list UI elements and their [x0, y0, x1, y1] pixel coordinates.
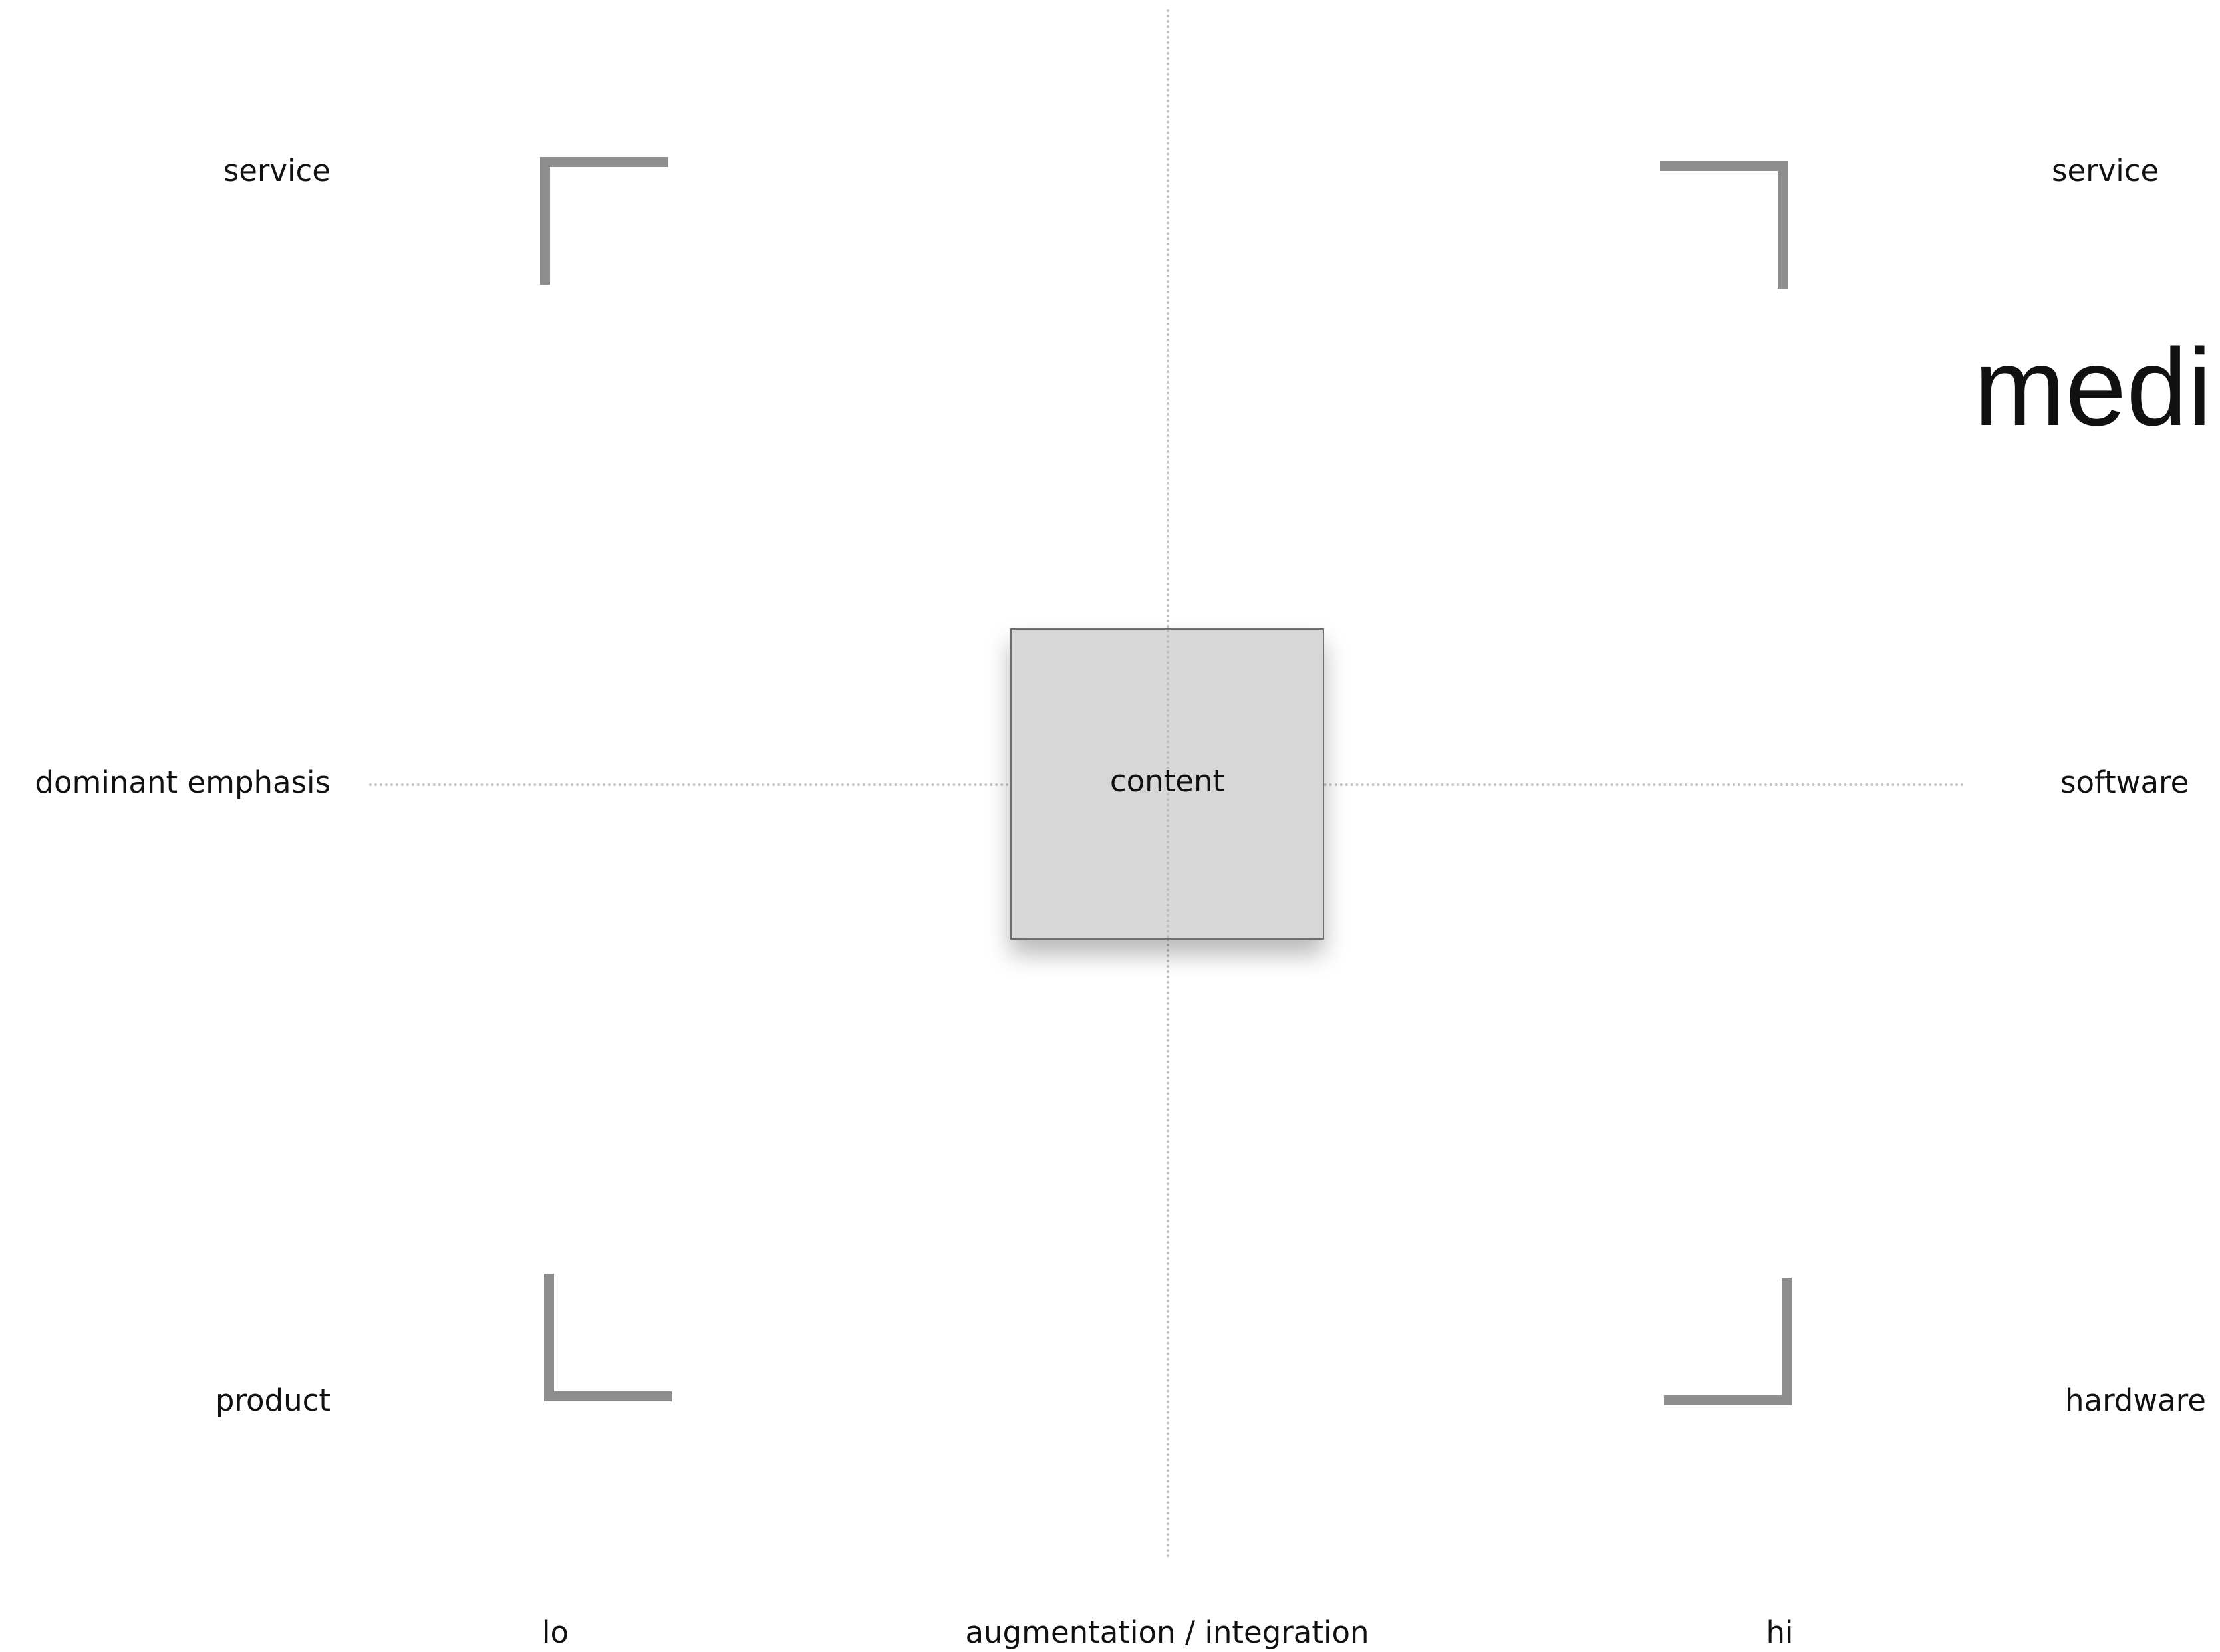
axis-low-label: lo: [541, 1615, 569, 1650]
right-top-label: service: [2052, 153, 2159, 188]
left-top-label: service: [223, 153, 331, 188]
top-right-corner-bracket: [1660, 161, 1788, 289]
left-middle-label: dominant emphasis: [35, 765, 331, 800]
right-middle-label: software: [2060, 765, 2189, 800]
axis-title-label: augmentation / integration: [965, 1615, 1369, 1650]
diagram-title: medi: [1974, 326, 2212, 448]
left-bottom-label: product: [215, 1383, 331, 1418]
content-box-axis: [1167, 630, 1169, 938]
axis-high-label: hi: [1766, 1615, 1794, 1650]
right-bottom-label: hardware: [2065, 1383, 2206, 1418]
bottom-left-corner-bracket: [544, 1274, 672, 1401]
bottom-right-corner-bracket: [1664, 1278, 1792, 1405]
content-box: content: [1010, 628, 1324, 940]
content-label: content: [1109, 763, 1225, 799]
top-left-corner-bracket: [540, 157, 668, 285]
